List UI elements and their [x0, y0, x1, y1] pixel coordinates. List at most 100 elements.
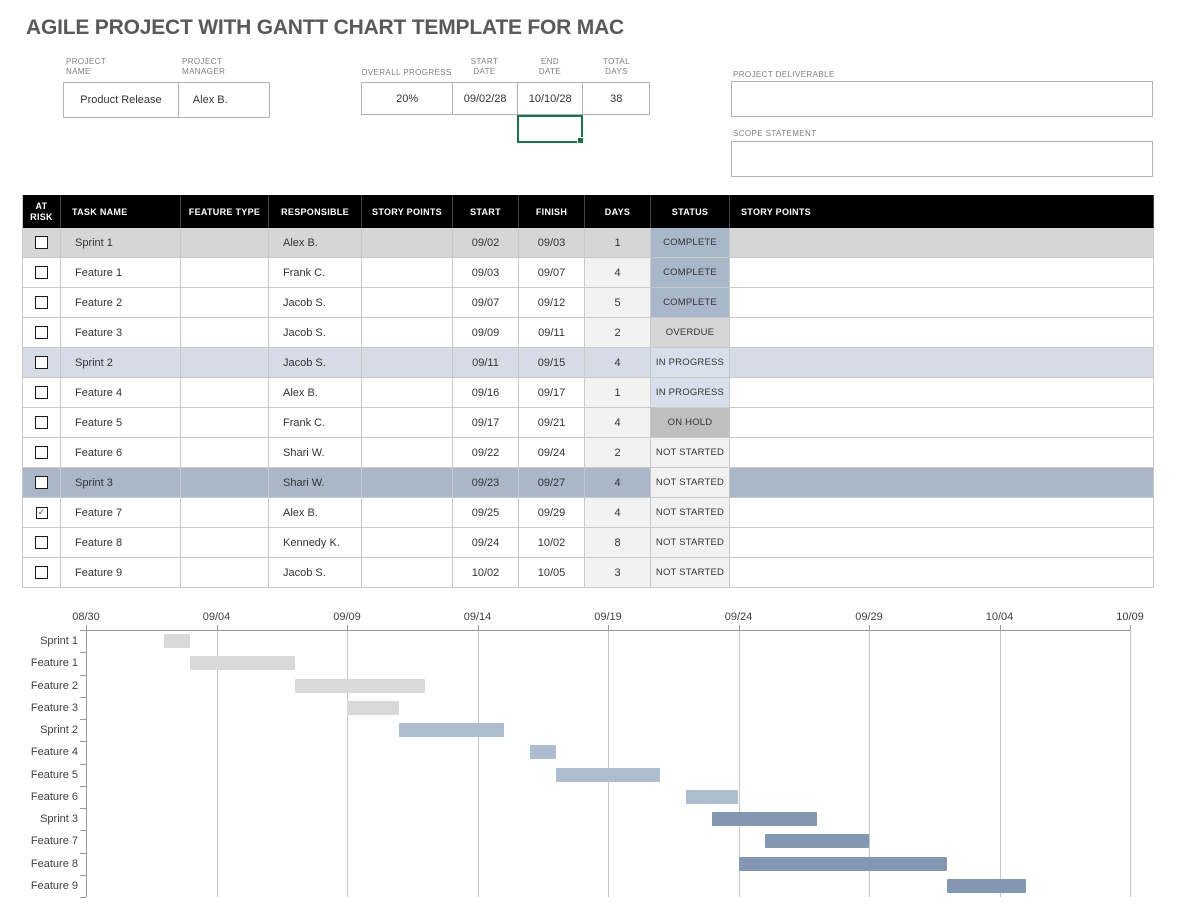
cell-status[interactable]: NOT STARTED — [651, 438, 730, 468]
at-risk-checkbox[interactable] — [35, 566, 48, 579]
cell-at-risk[interactable] — [23, 378, 61, 408]
cell-at-risk[interactable] — [23, 258, 61, 288]
cell-task-name[interactable]: Feature 6 — [61, 438, 181, 468]
cell-responsible[interactable]: Frank C. — [269, 408, 362, 438]
cell-days[interactable]: 4 — [585, 408, 651, 438]
cell-story-points-2[interactable] — [730, 468, 1154, 498]
cell-responsible[interactable]: Alex B. — [269, 228, 362, 258]
cell-task-name[interactable]: Feature 7 — [61, 498, 181, 528]
selection-fill-handle[interactable] — [577, 137, 584, 144]
cell-finish[interactable]: 09/11 — [519, 318, 585, 348]
cell-status[interactable]: IN PROGRESS — [651, 378, 730, 408]
cell-responsible[interactable]: Shari W. — [269, 468, 362, 498]
cell-status[interactable]: OVERDUE — [651, 318, 730, 348]
cell-responsible[interactable]: Alex B. — [269, 498, 362, 528]
cell-story-points-2[interactable] — [730, 378, 1154, 408]
at-risk-checkbox[interactable] — [35, 476, 48, 489]
cell-responsible[interactable]: Alex B. — [269, 378, 362, 408]
cell-story-points[interactable] — [362, 318, 453, 348]
cell-story-points-2[interactable] — [730, 318, 1154, 348]
cell-story-points[interactable] — [362, 558, 453, 588]
cell-finish[interactable]: 09/27 — [519, 468, 585, 498]
cell-start[interactable]: 09/16 — [453, 378, 519, 408]
cell-start[interactable]: 09/17 — [453, 408, 519, 438]
cell-story-points[interactable] — [362, 498, 453, 528]
cell-responsible[interactable]: Shari W. — [269, 438, 362, 468]
cell-days[interactable]: 8 — [585, 528, 651, 558]
at-risk-checkbox[interactable] — [35, 266, 48, 279]
cell-at-risk[interactable] — [23, 408, 61, 438]
cell-finish[interactable]: 09/15 — [519, 348, 585, 378]
cell-feature-type[interactable] — [181, 288, 269, 318]
cell-status[interactable]: NOT STARTED — [651, 498, 730, 528]
at-risk-checkbox[interactable] — [35, 236, 48, 249]
cell-story-points[interactable] — [362, 348, 453, 378]
cell-story-points-2[interactable] — [730, 228, 1154, 258]
cell-status[interactable]: ON HOLD — [651, 408, 730, 438]
project-deliverable-field[interactable] — [731, 81, 1153, 117]
cell-start[interactable]: 10/02 — [453, 558, 519, 588]
cell-story-points-2[interactable] — [730, 288, 1154, 318]
cell-feature-type[interactable] — [181, 318, 269, 348]
cell-story-points-2[interactable] — [730, 558, 1154, 588]
at-risk-checkbox[interactable] — [35, 386, 48, 399]
cell-start[interactable]: 09/07 — [453, 288, 519, 318]
cell-finish[interactable]: 09/24 — [519, 438, 585, 468]
cell-task-name[interactable]: Feature 8 — [61, 528, 181, 558]
cell-finish[interactable]: 10/02 — [519, 528, 585, 558]
cell-responsible[interactable]: Frank C. — [269, 258, 362, 288]
cell-responsible[interactable]: Jacob S. — [269, 318, 362, 348]
cell-feature-type[interactable] — [181, 468, 269, 498]
selected-cell[interactable] — [517, 115, 584, 144]
cell-finish[interactable]: 09/21 — [519, 408, 585, 438]
at-risk-checkbox[interactable] — [35, 446, 48, 459]
cell-story-points[interactable] — [362, 228, 453, 258]
cell-responsible[interactable]: Jacob S. — [269, 348, 362, 378]
cell-finish[interactable]: 09/12 — [519, 288, 585, 318]
cell-days[interactable]: 1 — [585, 378, 651, 408]
cell-story-points-2[interactable] — [730, 258, 1154, 288]
cell-task-name[interactable]: Feature 9 — [61, 558, 181, 588]
cell-at-risk[interactable] — [23, 468, 61, 498]
cell-status[interactable]: NOT STARTED — [651, 468, 730, 498]
cell-story-points[interactable] — [362, 288, 453, 318]
cell-task-name[interactable]: Sprint 3 — [61, 468, 181, 498]
at-risk-checkbox[interactable] — [35, 356, 48, 369]
cell-feature-type[interactable] — [181, 228, 269, 258]
cell-at-risk[interactable] — [23, 438, 61, 468]
cell-task-name[interactable]: Feature 4 — [61, 378, 181, 408]
at-risk-checkbox[interactable] — [35, 416, 48, 429]
cell-story-points[interactable] — [362, 408, 453, 438]
cell-finish[interactable]: 09/03 — [519, 228, 585, 258]
at-risk-checkbox[interactable]: ✓ — [35, 506, 48, 519]
project-name-cell[interactable]: Product Release — [80, 94, 162, 106]
at-risk-checkbox[interactable] — [35, 326, 48, 339]
cell-feature-type[interactable] — [181, 528, 269, 558]
cell-status[interactable]: COMPLETE — [651, 228, 730, 258]
cell-finish[interactable]: 09/07 — [519, 258, 585, 288]
cell-start[interactable]: 09/11 — [453, 348, 519, 378]
cell-feature-type[interactable] — [181, 348, 269, 378]
cell-story-points[interactable] — [362, 468, 453, 498]
cell-feature-type[interactable] — [181, 258, 269, 288]
cell-at-risk[interactable] — [23, 228, 61, 258]
cell-days[interactable]: 3 — [585, 558, 651, 588]
cell-start[interactable]: 09/09 — [453, 318, 519, 348]
cell-responsible[interactable]: Kennedy K. — [269, 528, 362, 558]
cell-status[interactable]: NOT STARTED — [651, 558, 730, 588]
cell-story-points[interactable] — [362, 258, 453, 288]
cell-status[interactable]: NOT STARTED — [651, 528, 730, 558]
cell-days[interactable]: 5 — [585, 288, 651, 318]
cell-at-risk[interactable] — [23, 558, 61, 588]
cell-at-risk[interactable] — [23, 348, 61, 378]
cell-task-name[interactable]: Sprint 2 — [61, 348, 181, 378]
cell-at-risk[interactable]: ✓ — [23, 498, 61, 528]
cell-task-name[interactable]: Feature 3 — [61, 318, 181, 348]
cell-at-risk[interactable] — [23, 528, 61, 558]
cell-days[interactable]: 4 — [585, 498, 651, 528]
cell-feature-type[interactable] — [181, 558, 269, 588]
cell-days[interactable]: 1 — [585, 228, 651, 258]
cell-start[interactable]: 09/02 — [453, 228, 519, 258]
cell-days[interactable]: 4 — [585, 468, 651, 498]
cell-task-name[interactable]: Feature 1 — [61, 258, 181, 288]
